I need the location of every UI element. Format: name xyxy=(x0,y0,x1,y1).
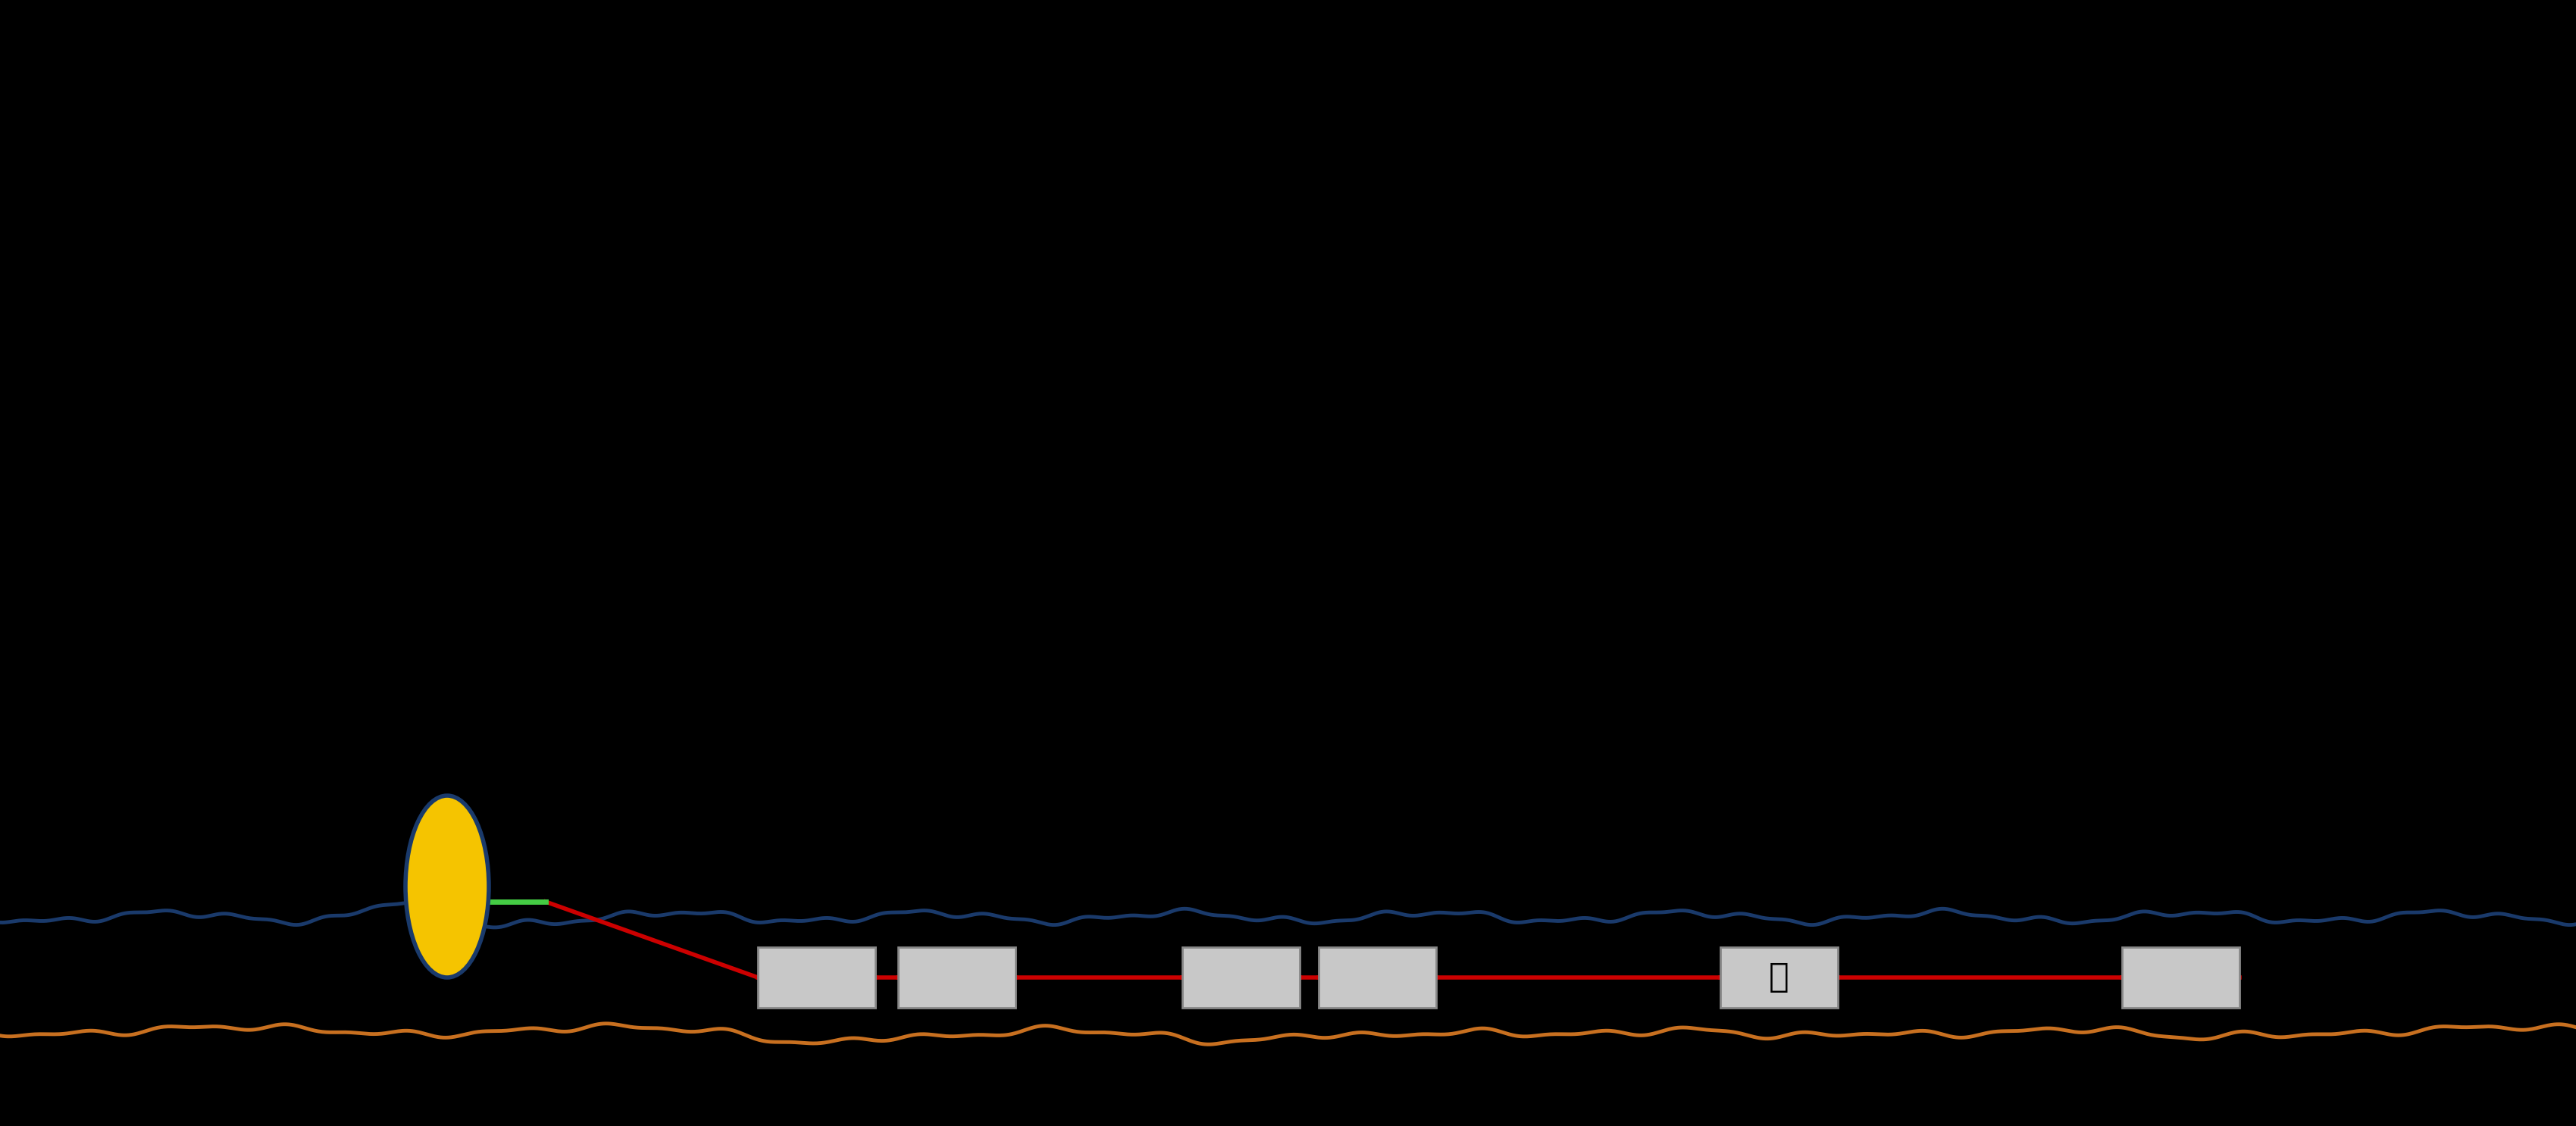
Ellipse shape xyxy=(404,796,489,977)
Bar xyxy=(899,947,1015,1008)
Bar xyxy=(2123,947,2239,1008)
Text: 🦀: 🦀 xyxy=(1770,962,1790,994)
Bar xyxy=(757,947,876,1008)
Bar xyxy=(1319,947,1437,1008)
Bar xyxy=(1721,947,1837,1008)
Bar xyxy=(1182,947,1301,1008)
